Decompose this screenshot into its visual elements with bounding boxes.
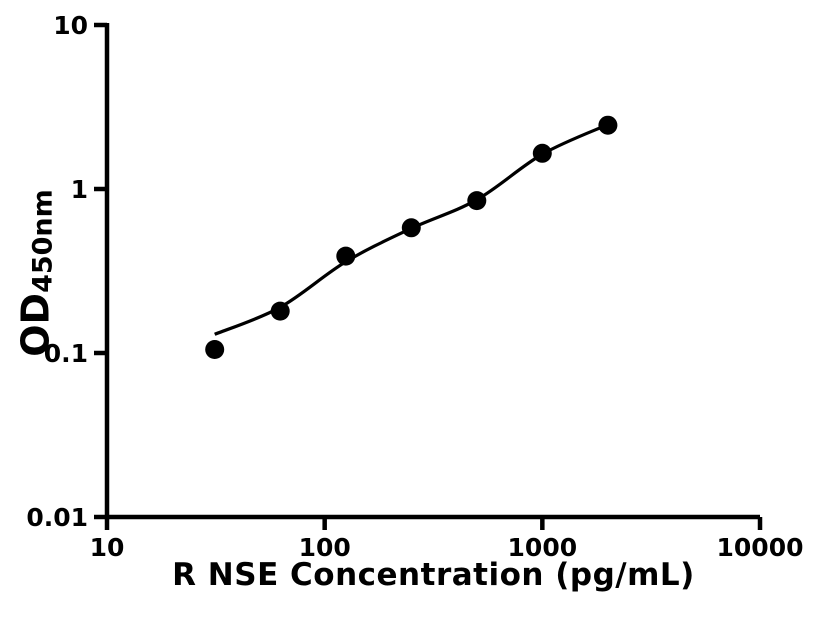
x-axis-title: R NSE Concentration (pg/mL) [172,557,695,593]
y-tick-label: 0.1 [44,339,88,368]
x-tick-label: 1000 [508,533,578,562]
x-tick-label: 10000 [717,533,804,562]
data-point [205,340,225,359]
data-point [598,115,618,135]
y-axis-title: OD450nm [14,189,59,357]
x-tick-label: 10 [90,533,125,562]
y-axis-title-sub: 450nm [27,189,59,293]
y-tick-label: 1 [71,175,88,204]
data-point [532,143,552,163]
y-tick-label: 0.01 [26,503,88,532]
data-point [336,246,356,266]
data-point [270,301,290,321]
data-point [401,218,421,238]
data-point [467,191,487,211]
y-axis-title-main: OD [13,292,58,357]
axis-spines [104,23,760,520]
x-tick-label: 100 [299,533,351,562]
y-tick-label: 10 [53,11,88,40]
